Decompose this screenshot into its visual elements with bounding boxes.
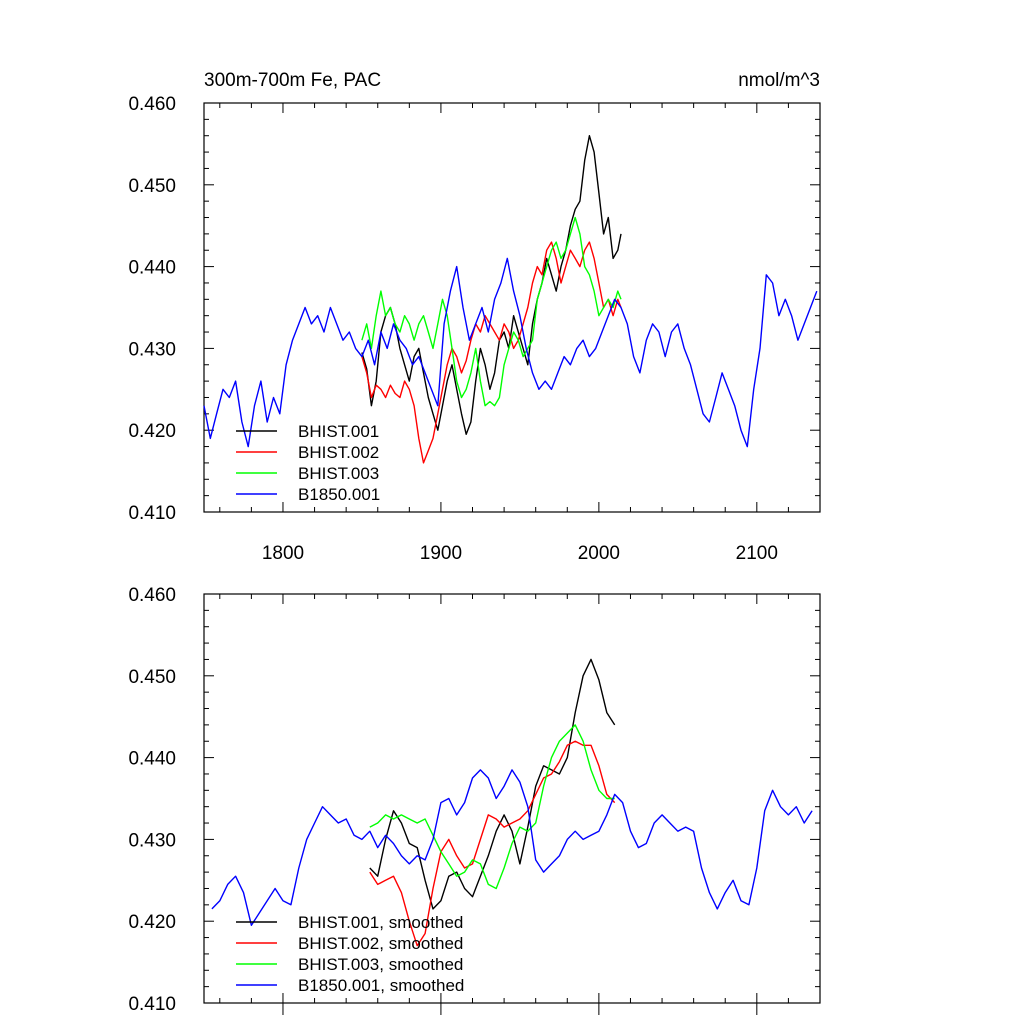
x-tick-label: 2100: [736, 543, 778, 564]
plot-frame: [203, 102, 821, 513]
x-tick-label: 1900: [420, 543, 462, 564]
y-tick-label: 0.430: [128, 830, 176, 851]
y-tick-label: 0.460: [128, 585, 176, 606]
chart-title: 300m-700m Fe, PAC: [204, 70, 381, 91]
series-line-bhist-002: [361, 241, 622, 464]
legend-label: BHIST.003: [298, 464, 379, 483]
series-line-bhist-001-smoothed: [369, 658, 616, 910]
series-line-bhist-002-smoothed: [369, 740, 616, 947]
top-panel: 300m-700m Fe, PAC nmol/m^3 0.410 0.420 0.4…: [128, 70, 821, 564]
legend-label: B1850.001, smoothed: [298, 976, 464, 995]
series-line-bhist-001: [361, 135, 622, 435]
legend-label: BHIST.001, smoothed: [298, 913, 463, 932]
y-tick-label: 0.410: [128, 994, 176, 1015]
y-tick-label: 0.420: [128, 421, 176, 442]
legend-label: BHIST.002: [298, 443, 379, 462]
y-tick-label: 0.440: [128, 258, 176, 279]
legend-label: BHIST.001: [298, 422, 379, 441]
y-tick-label: 0.450: [128, 667, 176, 688]
legend-label: B1850.001: [298, 485, 380, 504]
bottom-panel: 0.410 0.420 0.430 0.440 0.450 0.460 BHIST.001,…: [128, 585, 821, 1015]
series-line-bhist-003-smoothed: [369, 724, 615, 890]
x-tick-label: 2000: [578, 543, 620, 564]
legend-label: BHIST.003, smoothed: [298, 955, 463, 974]
y-tick-label: 0.420: [128, 912, 176, 933]
series-line-b1850-001-smoothed: [211, 769, 813, 926]
y-tick-label: 0.410: [128, 503, 176, 524]
series-line-bhist-003: [361, 216, 622, 407]
y-tick-label: 0.430: [128, 339, 176, 360]
y-tick-label: 0.460: [128, 94, 176, 115]
plot-frame: [203, 593, 821, 1004]
units-label: nmol/m^3: [738, 70, 820, 91]
x-tick-label: 1800: [262, 543, 304, 564]
y-tick-label: 0.440: [128, 749, 176, 770]
legend-label: BHIST.002, smoothed: [298, 934, 463, 953]
series-line-b1850-001: [203, 257, 818, 448]
y-tick-label: 0.450: [128, 176, 176, 197]
